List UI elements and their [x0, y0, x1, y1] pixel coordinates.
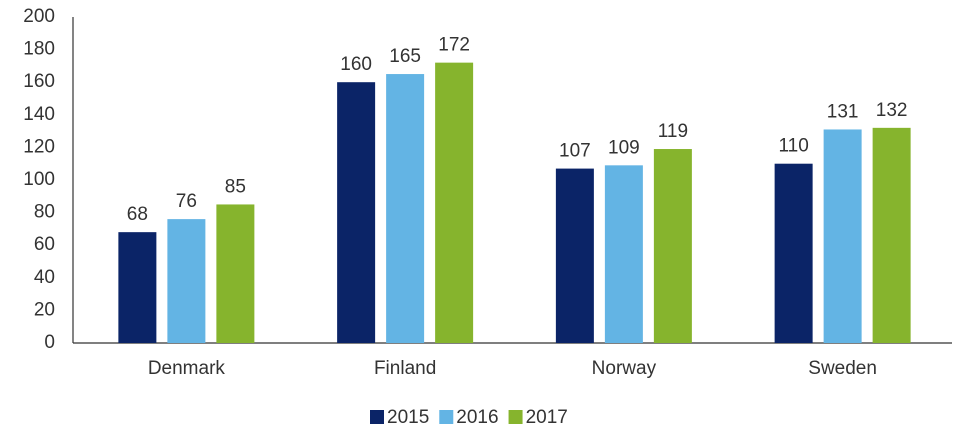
data-label: 110 — [778, 136, 808, 157]
bar — [337, 82, 376, 343]
y-tick-label: 0 — [44, 332, 55, 353]
data-label: 172 — [438, 35, 470, 56]
bar — [435, 62, 474, 343]
bar — [774, 163, 813, 343]
legend-swatch — [508, 410, 523, 424]
y-tick-label: 160 — [23, 71, 55, 92]
y-tick-label: 180 — [23, 39, 55, 60]
data-label: 165 — [389, 46, 421, 67]
legend-swatch — [370, 410, 384, 424]
bar — [118, 232, 157, 343]
y-tick-label: 80 — [34, 202, 55, 223]
x-tick-label: Finland — [374, 358, 436, 379]
bar — [167, 219, 206, 343]
data-label: 109 — [608, 137, 640, 158]
bar — [604, 165, 643, 343]
x-tick-label: Denmark — [148, 358, 226, 379]
y-tick-label: 140 — [23, 104, 55, 125]
data-label: 85 — [225, 176, 246, 197]
legend-label: 2017 — [526, 407, 568, 428]
bar — [386, 74, 425, 344]
legend-swatch — [439, 410, 454, 424]
x-tick-label: Norway — [592, 358, 657, 379]
data-label: 119 — [658, 121, 688, 142]
data-label: 160 — [340, 54, 372, 75]
data-label: 131 — [827, 101, 859, 122]
y-tick-label: 60 — [34, 234, 55, 255]
legend-label: 2015 — [387, 407, 429, 428]
bar — [872, 127, 911, 343]
y-tick-label: 100 — [23, 169, 55, 190]
data-label: 132 — [876, 100, 908, 121]
y-tick-label: 200 — [23, 6, 55, 27]
x-tick-label: Sweden — [808, 358, 877, 379]
legend-label: 2016 — [456, 407, 498, 428]
bar — [555, 168, 594, 343]
y-tick-label: 120 — [23, 136, 55, 157]
bar — [216, 204, 255, 343]
bar — [823, 129, 862, 343]
data-label: 68 — [127, 204, 148, 225]
y-tick-label: 20 — [34, 299, 55, 320]
data-label: 76 — [176, 191, 197, 212]
y-tick-label: 40 — [34, 267, 55, 288]
data-label: 107 — [559, 141, 591, 162]
bar — [653, 149, 692, 343]
